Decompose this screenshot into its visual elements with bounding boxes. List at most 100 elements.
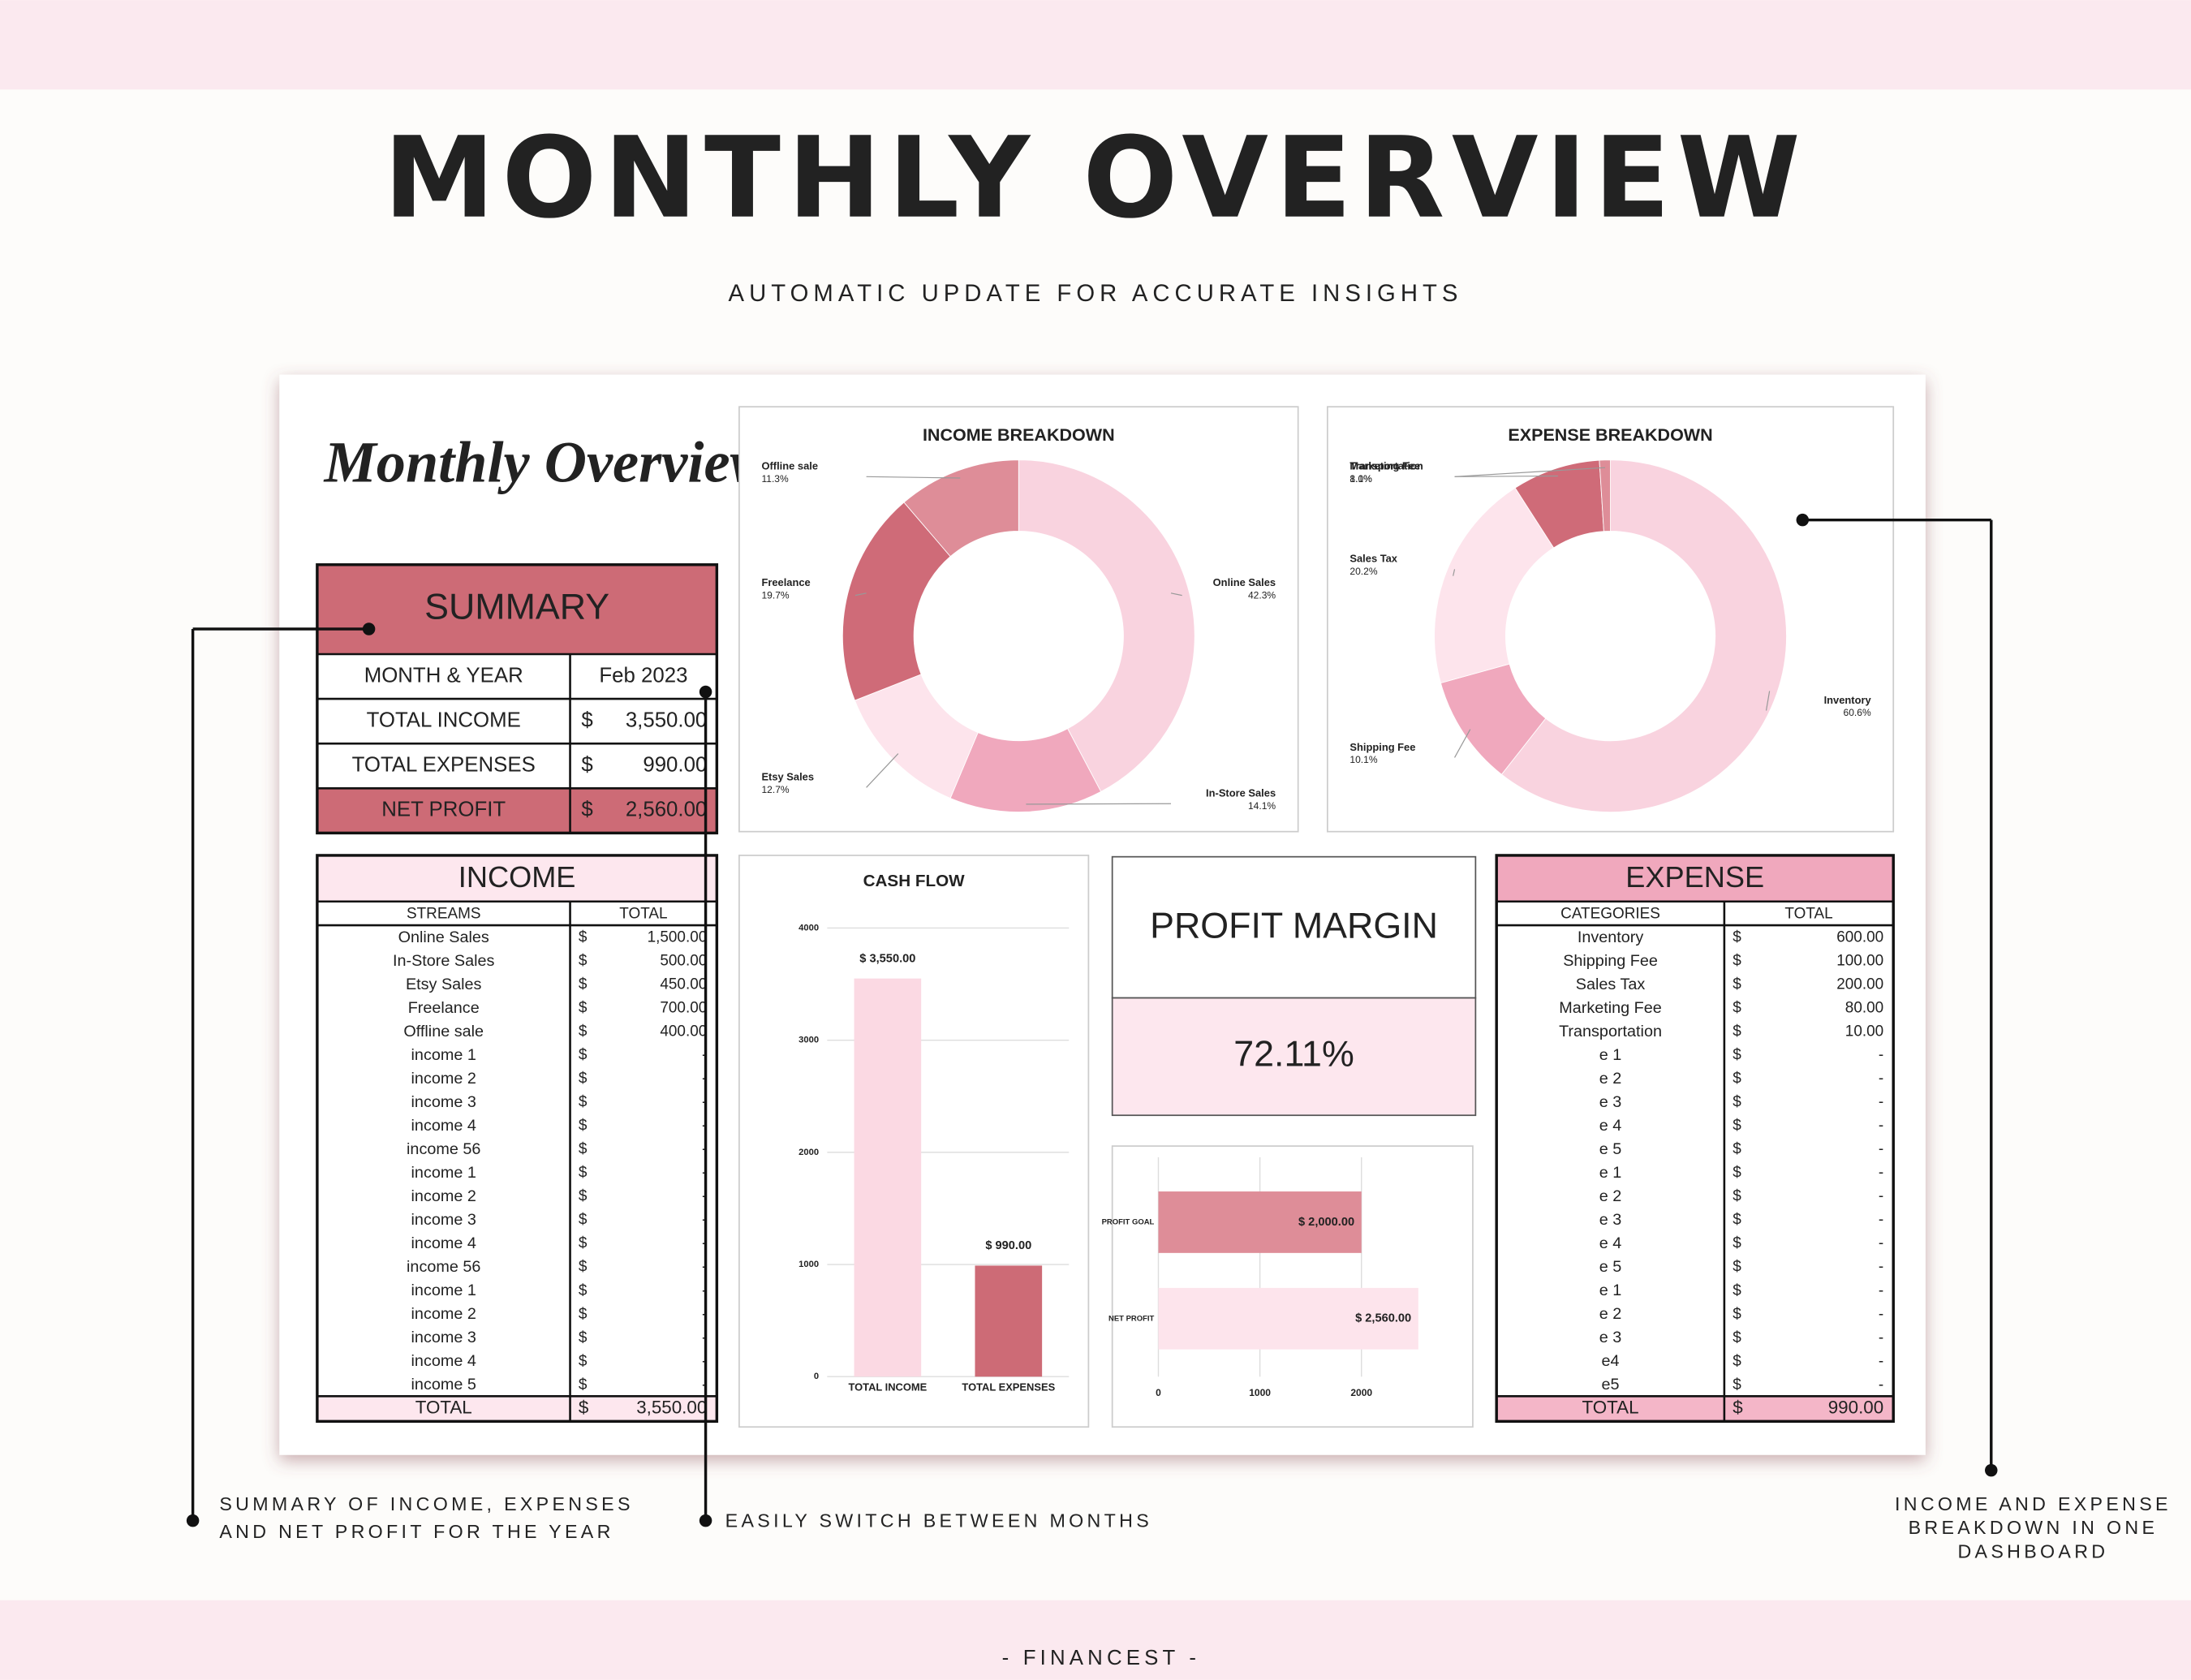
table-cell: income 3 xyxy=(411,1329,476,1346)
summary-border xyxy=(316,563,719,835)
table-cell: $ xyxy=(579,1259,588,1276)
table-total: TOTAL xyxy=(415,1398,472,1418)
table-cell: income 2 xyxy=(411,1070,476,1088)
table-cell: Marketing Fee xyxy=(1559,999,1662,1017)
margin-value-box xyxy=(1111,997,1477,1117)
table-cell: $ xyxy=(579,1353,588,1370)
y-tick-label: 1000 xyxy=(798,1260,819,1269)
table-cell: $ xyxy=(579,976,588,993)
table-cell: Offline sale xyxy=(403,1023,484,1040)
table-cell: e 3 xyxy=(1599,1211,1622,1229)
bar xyxy=(854,978,922,1377)
slice-label: Online Sales xyxy=(1213,576,1276,588)
callout-dot xyxy=(1796,513,1810,527)
summary-value: 2,560.00 xyxy=(626,799,707,821)
table-cell: 700.00 xyxy=(660,1000,707,1017)
slice-value: 20.2% xyxy=(1349,566,1377,577)
x-tick-label: 1000 xyxy=(1249,1387,1271,1398)
table-cell: - xyxy=(1879,1259,1883,1276)
table-cell: $ xyxy=(579,1000,588,1017)
table-cell: income 2 xyxy=(411,1305,476,1323)
callout-dot xyxy=(699,1514,712,1527)
pie-slice xyxy=(1599,459,1611,532)
table-cell: income 3 xyxy=(411,1211,476,1229)
slice-value: 1.0% xyxy=(1349,473,1372,485)
table-total: 3,550.00 xyxy=(636,1398,707,1418)
table-cell: $ xyxy=(579,1047,588,1064)
table-cell: 10.00 xyxy=(1845,1023,1883,1040)
table-cell: $ xyxy=(579,1235,588,1252)
slice-value: 11.3% xyxy=(761,473,789,485)
table-cell: $ xyxy=(579,1023,588,1040)
table-cell: e 5 xyxy=(1599,1258,1622,1276)
bar xyxy=(975,1265,1043,1377)
bar xyxy=(1158,1191,1362,1253)
table-cell: e 4 xyxy=(1599,1117,1622,1135)
table-cell: - xyxy=(1879,1376,1883,1394)
table-title: INCOME xyxy=(458,860,576,894)
slice-label: Shipping Fee xyxy=(1349,741,1415,753)
slice-value: 19.7% xyxy=(761,589,789,601)
table-total: 990.00 xyxy=(1828,1398,1883,1418)
table-cell: $ xyxy=(579,953,588,970)
table-cell: $ xyxy=(1733,1188,1741,1205)
page-title: MONTHLY OVERVIEW xyxy=(384,114,1808,243)
table-cell: e5 xyxy=(1602,1376,1620,1394)
leader-line xyxy=(854,592,867,597)
summary-title: SUMMARY xyxy=(424,587,609,627)
table-cell: - xyxy=(1879,1353,1883,1370)
table-cell: $ xyxy=(579,1070,588,1088)
chart-title: EXPENSE BREAKDOWN xyxy=(1508,425,1712,445)
leader-line xyxy=(1170,592,1182,597)
table-cell: e 4 xyxy=(1599,1234,1622,1252)
table-cell: $ xyxy=(1733,1094,1741,1111)
table-cell: $ xyxy=(579,929,588,946)
table-cell: - xyxy=(1879,1047,1883,1064)
table-total-bg xyxy=(316,1396,717,1422)
table-header: CATEGORIES xyxy=(1560,905,1660,922)
table-cell: 500.00 xyxy=(660,953,707,970)
table-cell: $ xyxy=(1733,1023,1741,1040)
table-cell: $ xyxy=(579,1329,588,1346)
table-cell: - xyxy=(1879,1141,1883,1158)
table-header: STREAMS xyxy=(407,905,481,922)
leader-line xyxy=(1026,803,1171,805)
margin-value: 72.11% xyxy=(1233,1034,1354,1075)
table-cell: $ xyxy=(579,1212,588,1229)
summary-value: Feb 2023 xyxy=(599,664,687,687)
table-cell: e 1 xyxy=(1599,1164,1622,1182)
table-cell: income 56 xyxy=(407,1140,480,1158)
footer: - FINANCEST - xyxy=(1002,1647,1201,1669)
callout-text: INCOME AND EXPENSE xyxy=(1895,1493,2172,1514)
table-cell: 600.00 xyxy=(1836,929,1883,946)
callout-dot xyxy=(186,1514,200,1527)
table-cell: $ xyxy=(1733,1353,1741,1370)
table-cell: $ xyxy=(1733,1376,1741,1394)
x-tick-label: TOTAL EXPENSES xyxy=(962,1381,1055,1393)
table-cell: 200.00 xyxy=(1836,976,1883,993)
table-cell: income 1 xyxy=(411,1282,476,1299)
page-subtitle: AUTOMATIC UPDATE FOR ACCURATE INSIGHTS xyxy=(729,281,1463,307)
pie-slice xyxy=(1018,459,1195,792)
chart-box xyxy=(1111,1145,1474,1428)
table-cell: In-Store Sales xyxy=(393,952,495,970)
y-tick-label: 3000 xyxy=(798,1036,819,1045)
table-cell: - xyxy=(1879,1070,1883,1088)
dashboard-title: Monthly Overview xyxy=(323,430,769,495)
y-tick-label: 4000 xyxy=(798,923,819,933)
table-total: $ xyxy=(579,1398,589,1418)
value-label: $ 2,560.00 xyxy=(1355,1312,1411,1325)
value-label: $ 2,000.00 xyxy=(1298,1216,1354,1229)
table-cell: 1,500.00 xyxy=(648,929,708,946)
y-tick-label: 0 xyxy=(814,1372,819,1381)
table-cell: $ xyxy=(579,1188,588,1205)
callout-text: AND NET PROFIT FOR THE YEAR xyxy=(219,1521,613,1542)
table-cell: Freelance xyxy=(408,999,480,1017)
leader-line xyxy=(1454,729,1471,758)
summary-currency: $ xyxy=(581,709,592,731)
callout-text: BREAKDOWN IN ONE xyxy=(1909,1517,2159,1538)
table-cell: - xyxy=(1879,1188,1883,1205)
summary-currency: $ xyxy=(581,799,592,821)
